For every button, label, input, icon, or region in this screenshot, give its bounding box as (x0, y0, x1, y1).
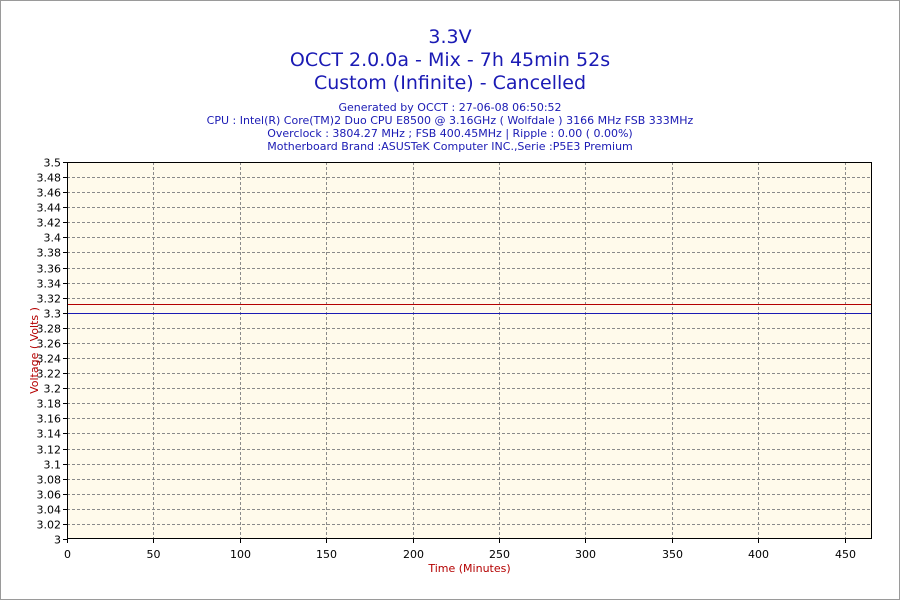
x-tick-label: 350 (662, 548, 683, 561)
y-tick-label: 3.1 (44, 459, 62, 472)
x-tick-label: 250 (489, 548, 510, 561)
y-tick-label: 3.08 (37, 474, 62, 487)
plot-border (67, 162, 872, 539)
y-tick-label: 3.14 (37, 428, 62, 441)
x-tick-label: 50 (147, 548, 161, 561)
y-tick-label: 3.46 (37, 187, 62, 200)
chart-subtitle-mode: Custom (Infinite) - Cancelled (313, 72, 587, 94)
y-tick-label: 3.5 (44, 157, 62, 170)
overclock-info: Overclock : 3804.27 MHz ; FSB 400.45MHz … (267, 127, 633, 140)
chart-subtitle-test: OCCT 2.0.0a - Mix - 7h 45min 52s (289, 49, 611, 71)
x-tick-label: 100 (230, 548, 251, 561)
y-tick-label: 3.22 (37, 368, 62, 381)
y-tick-label: 3.02 (37, 519, 62, 532)
y-tick-label: 3.4 (44, 232, 62, 245)
y-tick-label: 3.06 (37, 489, 62, 502)
y-tick-label: 3.38 (37, 247, 62, 260)
y-tick-label: 3.34 (37, 278, 62, 291)
x-tick-label: 300 (575, 548, 596, 561)
y-tick-label: 3.28 (37, 323, 62, 336)
chart-title: 3.3V (428, 26, 472, 48)
y-tick-label: 3.2 (44, 383, 62, 396)
y-tick-label: 3.18 (37, 398, 62, 411)
x-tick-label: 450 (835, 548, 856, 561)
chart-title-block: 3.3V OCCT 2.0.0a - Mix - 7h 45min 52s Cu… (0, 26, 900, 153)
y-tick-label: 3.36 (37, 263, 62, 276)
cpu-info: CPU : Intel(R) Core(TM)2 Duo CPU E8500 @… (206, 114, 694, 127)
motherboard-info: Motherboard Brand :ASUSTeK Computer INC.… (267, 140, 633, 153)
y-tick-label: 3.12 (37, 444, 62, 457)
x-tick-label: 400 (748, 548, 769, 561)
y-tick-label: 3.48 (37, 172, 62, 185)
y-tick-label: 3.04 (37, 504, 62, 517)
y-tick-label: 3.44 (37, 202, 62, 215)
plot-area (67, 162, 872, 539)
x-tick-label: 150 (316, 548, 337, 561)
x-axis: 0 50 100 150 200 250 300 350 400 450 (64, 539, 856, 561)
y-tick-label: 3.16 (37, 413, 62, 426)
y-tick-label: 3.24 (37, 353, 62, 366)
y-axis: 3 3.02 3.04 3.06 3.08 3.1 3.12 3.14 3.16 3.18 3.2 3… (37, 157, 67, 547)
x-tick-label: 0 (64, 548, 71, 561)
x-axis-label: Time (Minutes) (427, 562, 510, 575)
series-lines (67, 304, 872, 314)
y-tick-label: 3.26 (37, 338, 62, 351)
y-axis-label: Voltage ( Volts ) (28, 307, 41, 394)
generated-info: Generated by OCCT : 27-06-08 06:50:52 (338, 101, 562, 114)
x-tick-label: 200 (403, 548, 424, 561)
y-tick-label: 3.42 (37, 217, 62, 230)
y-tick-label: 3 (54, 534, 61, 547)
y-tick-label: 3.3 (44, 308, 62, 321)
y-tick-label: 3.32 (37, 293, 62, 306)
